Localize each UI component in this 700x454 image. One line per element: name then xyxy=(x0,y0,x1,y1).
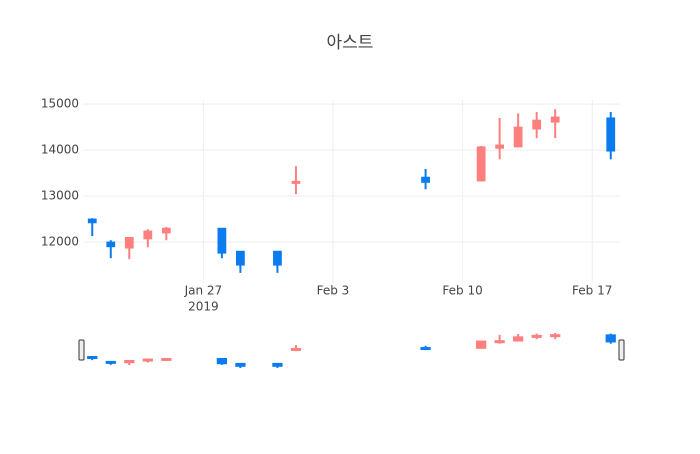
candle-body xyxy=(495,144,505,149)
slider-candle-body xyxy=(216,357,228,365)
y-tick-label: 13000 xyxy=(41,189,79,203)
slider-candle-body xyxy=(272,362,283,367)
candle-body xyxy=(236,250,245,266)
x-tick-label: Jan 27 xyxy=(184,284,223,298)
y-tick-label: 15000 xyxy=(41,97,79,111)
candle-body xyxy=(291,180,301,184)
slider-candle-body xyxy=(494,340,505,344)
candle-body xyxy=(532,119,542,130)
candle-body xyxy=(273,250,282,266)
slider-candle-body xyxy=(87,355,98,359)
slider-candle-body xyxy=(290,347,302,351)
x-tick-label: Feb 17 xyxy=(572,284,612,298)
slider-candle-body xyxy=(531,334,542,338)
candle-body xyxy=(217,227,227,254)
candle-body xyxy=(513,126,523,148)
x-tick-year: 2019 xyxy=(188,300,219,314)
slider-handle[interactable] xyxy=(78,339,85,361)
y-tick-label: 12000 xyxy=(41,235,79,249)
slider-candle-body xyxy=(235,362,246,367)
candle-body xyxy=(161,227,171,234)
candle-body xyxy=(143,230,153,240)
candle-body xyxy=(87,218,97,224)
slider-candle-body xyxy=(475,340,487,349)
candle-body xyxy=(106,241,116,248)
slider-candle-body xyxy=(105,360,116,364)
chart-title: 아스트 xyxy=(327,33,374,53)
slider-candle-body xyxy=(124,359,135,364)
slider-candle-body xyxy=(605,334,616,343)
slider-handle[interactable] xyxy=(618,339,625,361)
slider-candle-body xyxy=(550,334,561,338)
candle-body xyxy=(124,236,134,249)
candle-body xyxy=(606,117,616,152)
slider-candle-body xyxy=(513,336,524,342)
slider-candle-body xyxy=(420,347,431,351)
slider-candle-body xyxy=(142,358,153,362)
candle-body xyxy=(476,146,486,182)
y-tick-label: 14000 xyxy=(41,143,79,157)
candle-body xyxy=(421,176,430,183)
slider-candle-body xyxy=(161,357,172,361)
candle-body xyxy=(550,116,560,123)
x-tick-label: Feb 10 xyxy=(442,284,482,298)
x-tick-label: Feb 3 xyxy=(317,284,350,298)
